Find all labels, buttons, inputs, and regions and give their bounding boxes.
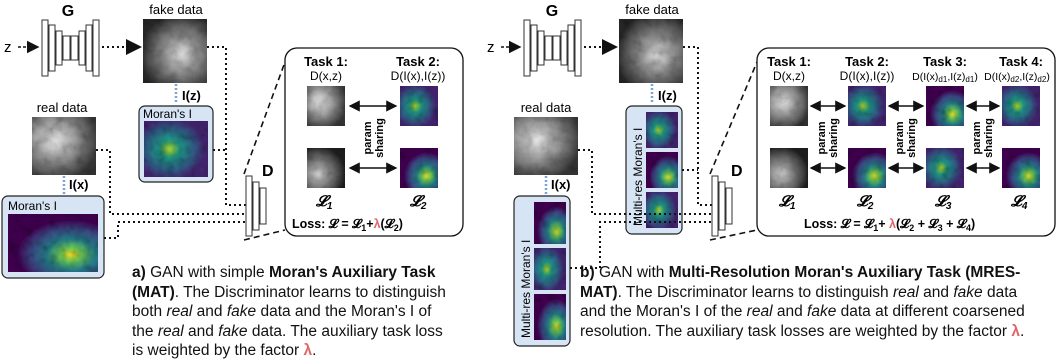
real-morans-map: [8, 214, 98, 272]
fake-data-image-b: [619, 19, 683, 83]
z-input-label: z: [4, 39, 12, 56]
task2-title-b: Task 2:: [845, 54, 889, 69]
discriminator-label: D: [262, 163, 274, 180]
real-multires-map-3: [534, 294, 566, 340]
iz-label: I(z): [182, 88, 201, 103]
fake-data-image: [143, 19, 207, 83]
fake-data-label: fake data: [149, 2, 203, 17]
task3-title: Task 3:: [923, 54, 967, 69]
svg-text:param: param: [362, 121, 374, 154]
panel-b: z G fake data I(z) Multi-res Moran's I r…: [487, 2, 1056, 347]
task3-bottom-image: [926, 148, 964, 188]
caption-a-method: Moran's Auxiliary Task (MAT): [132, 264, 436, 301]
discriminator-network-b: [711, 175, 733, 237]
tasks-box-b: [756, 47, 1056, 237]
zoom-line-top-b: [709, 61, 758, 175]
task4-top-image: [1002, 86, 1040, 126]
real-to-d-link: [96, 149, 246, 215]
caption-b-label: b): [580, 264, 595, 281]
real-multires-to-d-link: [570, 221, 712, 269]
zoom-line-bottom-b: [709, 229, 758, 241]
real-multires-map-1: [534, 202, 566, 244]
generator-label: G: [62, 3, 74, 20]
real-multires-map-2: [534, 248, 566, 290]
discriminator-network: [245, 175, 267, 237]
fake-to-d-link-b: [683, 46, 712, 206]
real-data-label-b: real data: [521, 100, 572, 115]
task2-top-image: [400, 86, 438, 126]
discriminator-label-b: D: [731, 163, 743, 180]
task4-bottom-image: [1002, 148, 1040, 188]
caption-b-method: Multi-Resolution Moran's Auxiliary Task …: [580, 264, 1021, 301]
fake-multires-map-1: [646, 112, 678, 148]
generator-network-b: [523, 19, 582, 77]
real-multires-label: Multi-res Moran's I: [519, 240, 533, 338]
task1-sub-b: D(x,z): [773, 69, 805, 83]
generator-network: [41, 19, 100, 77]
fake-multires-label: Multi-res Moran's I: [631, 128, 645, 226]
svg-text:sharing: sharing: [983, 118, 995, 158]
loss-formula-b: Loss: 𝓛 = 𝓛1+ λ(𝓛2 + 𝓛3 + 𝓛4): [804, 217, 975, 233]
task2-bottom-image: [400, 148, 438, 188]
task4-sub: D(I(x)d2,I(z)d2): [984, 71, 1050, 84]
real-to-d-link-b: [578, 149, 712, 215]
real-data-image: [32, 117, 96, 175]
loss-formula: Loss: 𝓛 = 𝓛1+λ(𝓛2): [292, 217, 403, 233]
svg-text:param: param: [971, 121, 983, 154]
real-data-label: real data: [37, 100, 88, 115]
caption-b: b) GAN with Multi-Resolution Moran's Aux…: [580, 264, 1025, 340]
task4-title: Task 4:: [999, 54, 1043, 69]
fake-multires-map-3: [646, 192, 678, 228]
task2-sub: D(I(x),I(z)): [391, 69, 446, 83]
task1-title-b: Task 1:: [767, 54, 811, 69]
caption-a: a) GAN with simple Moran's Auxiliary Tas…: [132, 264, 446, 359]
svg-text:param: param: [816, 121, 828, 154]
generator-label-b: G: [546, 3, 558, 20]
task2-top-image-b: [848, 86, 886, 126]
real-morans-label: Moran's I: [8, 199, 57, 213]
svg-text:sharing: sharing: [374, 118, 386, 158]
ix-label: I(x): [69, 177, 89, 192]
fake-morans-map: [144, 121, 208, 177]
param-sharing-label-b3: param sharing: [971, 118, 995, 158]
fake-morans-label: Moran's I: [143, 107, 192, 121]
fake-to-d-link: [207, 46, 246, 206]
task1-bottom-image-b: [770, 148, 808, 188]
fake-multires-map-2: [646, 152, 678, 188]
param-sharing-label-b2: param sharing: [894, 118, 918, 158]
param-sharing-label-b1: param sharing: [816, 118, 840, 158]
fake-data-label-b: fake data: [625, 2, 679, 17]
real-data-image-b: [514, 117, 578, 175]
task2-sub-b: D(I(x),I(z)): [840, 69, 895, 83]
real-morans-to-d-link: [104, 221, 246, 239]
svg-text:param: param: [894, 121, 906, 154]
task3-top-image: [926, 86, 964, 126]
panel-a: z G fake data I(z) Moran's I real data I…: [1, 2, 464, 279]
task1-sub: D(x,z): [310, 69, 342, 83]
task2-bottom-image-b: [848, 148, 886, 188]
task1-bottom-image: [307, 148, 345, 188]
zoom-line-bottom: [243, 229, 286, 241]
ix-label-b: I(x): [551, 177, 571, 192]
task3-sub: D(I(x)d1,I(z)d1): [912, 71, 978, 84]
iz-label-b: I(z): [658, 88, 677, 103]
param-sharing-label: param sharing: [362, 118, 386, 158]
svg-text:sharing: sharing: [828, 118, 840, 158]
caption-a-label: a): [132, 264, 146, 281]
svg-text:sharing: sharing: [906, 118, 918, 158]
task1-top-image: [307, 86, 345, 126]
z-input-label-b: z: [487, 39, 495, 56]
task1-top-image-b: [770, 86, 808, 126]
caption-b-lambda: λ: [1011, 322, 1020, 340]
task2-title: Task 2:: [396, 54, 440, 69]
caption-a-lambda: λ: [303, 342, 313, 359]
task1-title: Task 1:: [304, 54, 348, 69]
zoom-line-top: [243, 61, 286, 175]
